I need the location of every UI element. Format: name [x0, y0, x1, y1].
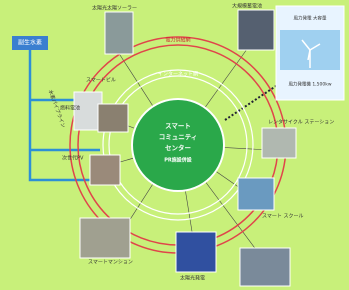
node-photo [90, 155, 120, 185]
node-label: 太陽光発電 [180, 275, 205, 282]
node-photo [262, 128, 296, 158]
node-photo [80, 218, 130, 258]
page: 副生水素 水素パイプライン 電力供給網 インターネット網 スマート コミュニティ… [0, 0, 349, 290]
node-photo [240, 248, 290, 286]
center-text: PR施設併設 [164, 157, 193, 164]
wind-label: 風力発電 大容量 [294, 15, 327, 22]
inner-ring-label: インターネット網 [158, 71, 198, 78]
node-label: レンタサイクル ステーション [268, 119, 334, 126]
node-label: 燃料電池 [60, 105, 80, 112]
center-text: コミュニティ [159, 133, 198, 141]
node-label: 太陽光太陽ソーラー [92, 5, 137, 12]
diagram: 副生水素 水素パイプライン 電力供給網 インターネット網 スマート コミュニティ… [0, 0, 349, 290]
node-label: スマート スクール [262, 214, 303, 220]
node-label: 大規模蓄電池 [232, 3, 262, 10]
node-label: スマートビル [86, 77, 116, 84]
node-photo [238, 178, 274, 210]
center-text: センター [165, 143, 191, 152]
node-label: スマートマンション [88, 260, 133, 266]
node-photo [105, 12, 133, 54]
node-photo [238, 10, 274, 50]
node-label: 次世代PV [62, 155, 84, 162]
source-label: 副生水素 [18, 39, 42, 47]
node-photo [176, 232, 216, 272]
center-text: スマート [165, 122, 191, 130]
outer-ring-label: 電力供給網 [165, 37, 190, 44]
wind-label: 風力発電機 1,500kw [288, 81, 331, 88]
node-photo [98, 104, 128, 132]
